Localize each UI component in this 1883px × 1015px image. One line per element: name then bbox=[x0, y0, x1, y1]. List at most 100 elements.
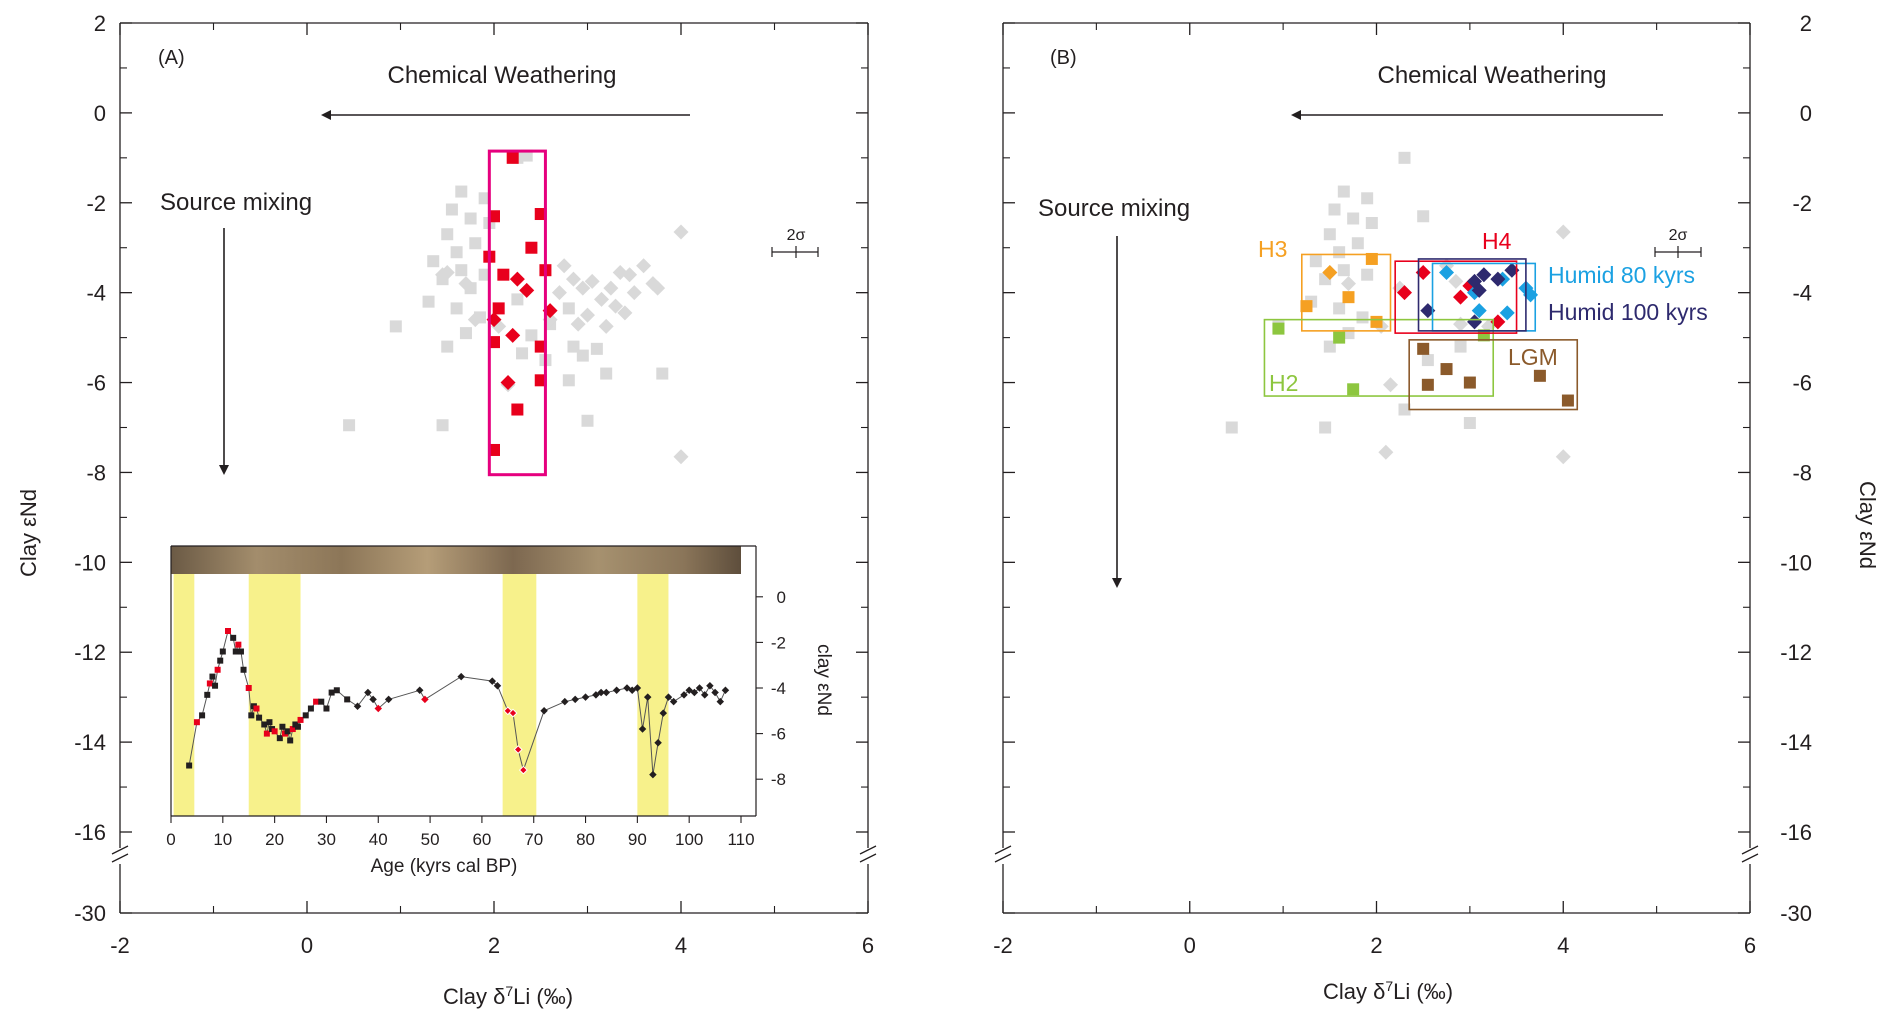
group-box bbox=[1417, 258, 1527, 332]
data-point-diamond bbox=[622, 267, 638, 283]
highlight-box bbox=[487, 149, 547, 477]
data-point-square bbox=[1356, 311, 1369, 324]
inset-x-axis-title: Age (kyrs cal BP) bbox=[371, 856, 518, 877]
data-point-diamond bbox=[500, 375, 516, 391]
data-point-diamond bbox=[673, 224, 689, 240]
group-label-h4: H4 bbox=[1482, 228, 1512, 254]
inset-point bbox=[307, 705, 314, 712]
inset-point bbox=[323, 705, 330, 712]
inset-y-ticks: 0 -2 -4 -6 -8 bbox=[756, 588, 786, 789]
data-point-diamond bbox=[1378, 444, 1394, 460]
data-point-square bbox=[1361, 268, 1374, 281]
inset-point bbox=[488, 677, 497, 685]
data-point-diamond bbox=[1504, 262, 1520, 278]
inset-x-tick-label: 0 bbox=[166, 830, 175, 849]
data-point-square bbox=[450, 246, 463, 259]
inset-point bbox=[664, 693, 673, 701]
panel-b-points bbox=[1225, 151, 1574, 465]
data-point-square bbox=[1454, 340, 1467, 353]
data-point-diamond bbox=[1555, 449, 1571, 465]
inset-y-tick-label: 0 bbox=[777, 588, 786, 607]
inset-point bbox=[695, 684, 704, 692]
y-tick-label: 0 bbox=[1800, 101, 1812, 126]
data-point-diamond bbox=[1490, 271, 1506, 287]
axis-break-mark bbox=[994, 853, 1012, 863]
data-point-square bbox=[455, 264, 468, 277]
group-label-humid-80: Humid 80 kyrs bbox=[1548, 262, 1695, 288]
shaded-range bbox=[637, 574, 669, 816]
data-point-diamond bbox=[626, 285, 642, 301]
data-point-square bbox=[600, 367, 613, 380]
inset-point bbox=[217, 657, 224, 664]
data-point-square bbox=[590, 342, 603, 355]
data-point-square bbox=[581, 414, 594, 427]
inset-point bbox=[225, 628, 231, 634]
data-point-diamond bbox=[650, 280, 666, 296]
inset-point bbox=[214, 666, 221, 673]
data-point-square bbox=[1309, 255, 1322, 268]
y-tick-label: -2 bbox=[86, 191, 106, 216]
inset-point bbox=[287, 737, 294, 744]
inset-point bbox=[245, 685, 252, 691]
inset-point bbox=[237, 648, 244, 655]
data-point-square bbox=[497, 268, 510, 281]
error-bar-2sigma-b: 2σ bbox=[1654, 227, 1702, 258]
inset-y-tick-label: -6 bbox=[771, 725, 786, 744]
inset-point bbox=[206, 680, 213, 687]
data-point-square bbox=[1333, 246, 1346, 259]
inset-point bbox=[706, 681, 714, 690]
data-point-square bbox=[1463, 376, 1476, 389]
data-point-diamond bbox=[617, 305, 633, 321]
data-point-square bbox=[562, 302, 575, 315]
data-point-square bbox=[1421, 378, 1434, 391]
data-point-square bbox=[1323, 228, 1336, 241]
shaded-range bbox=[502, 574, 537, 816]
inset-x-tick-label: 90 bbox=[628, 830, 647, 849]
data-point-square bbox=[389, 320, 402, 333]
data-point-diamond bbox=[1420, 303, 1436, 319]
y-tick-label: -12 bbox=[74, 640, 106, 665]
data-point-square bbox=[1225, 421, 1238, 434]
inset-point bbox=[680, 691, 688, 699]
data-point-diamond bbox=[580, 307, 595, 323]
source-mixing-label-b: Source mixing bbox=[1038, 195, 1190, 222]
data-point-diamond bbox=[598, 318, 614, 334]
inset-point bbox=[421, 695, 429, 704]
inset-x-tick-label: 40 bbox=[369, 830, 388, 849]
data-point-diamond bbox=[570, 316, 586, 332]
data-point-square bbox=[1417, 342, 1430, 355]
data-point-diamond bbox=[1499, 305, 1515, 321]
data-point-square bbox=[478, 192, 491, 205]
error-bar-2sigma: 2σ bbox=[771, 227, 819, 258]
chemical-weathering-label: Chemical Weathering bbox=[388, 62, 617, 89]
data-point-diamond bbox=[565, 271, 581, 287]
panel-a-y-axis-title: Clay εNd bbox=[16, 489, 41, 577]
inset-point bbox=[654, 738, 662, 747]
data-point-square bbox=[1365, 252, 1378, 265]
data-point-diamond bbox=[594, 291, 610, 307]
data-point-diamond bbox=[519, 282, 535, 298]
inset-x-tick-label: 80 bbox=[576, 830, 595, 849]
data-point-square bbox=[511, 403, 524, 416]
inset-point bbox=[669, 697, 678, 706]
axis-break-mark bbox=[111, 853, 129, 863]
x-tick-label: 6 bbox=[1744, 933, 1756, 958]
inset-point bbox=[186, 762, 193, 769]
inset-frame bbox=[170, 545, 757, 817]
data-point-square bbox=[562, 374, 575, 387]
panel-b-y-axis-title: Clay εNd bbox=[1855, 481, 1880, 569]
y-tick-label: -16 bbox=[1780, 820, 1812, 845]
data-point-diamond bbox=[467, 312, 483, 328]
inset-point bbox=[602, 688, 611, 697]
inset-point bbox=[711, 688, 719, 697]
group-box bbox=[1408, 339, 1579, 411]
x-tick-label: 2 bbox=[1370, 933, 1382, 958]
inset-x-tick-label: 10 bbox=[213, 830, 232, 849]
data-point-square bbox=[1533, 369, 1546, 382]
inset-point bbox=[643, 693, 652, 701]
x-tick-label: 0 bbox=[1184, 933, 1196, 958]
y-tick-label: -10 bbox=[1780, 550, 1812, 575]
y-tick-label: -30 bbox=[74, 901, 106, 926]
inset-point bbox=[204, 691, 211, 698]
